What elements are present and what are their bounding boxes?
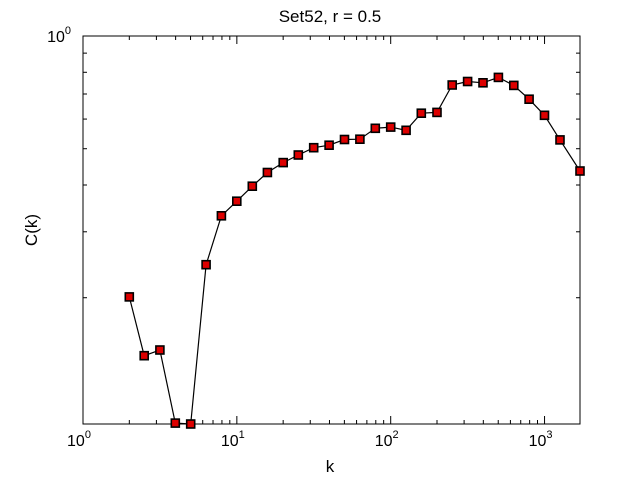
data-point bbox=[555, 135, 565, 145]
y-minor-ticks bbox=[83, 52, 580, 299]
data-point bbox=[508, 80, 519, 91]
data-point bbox=[478, 78, 488, 88]
chart-title: Set52, r = 0.5 bbox=[279, 7, 382, 26]
data-point bbox=[247, 181, 258, 191]
data-point bbox=[416, 108, 427, 118]
data-point bbox=[462, 76, 473, 87]
data-point bbox=[432, 107, 442, 118]
series-markers bbox=[124, 72, 585, 429]
data-point bbox=[155, 345, 165, 355]
y-tick-labels: 100 bbox=[47, 25, 71, 46]
y-axis-label: C(k) bbox=[22, 214, 41, 246]
plot-area bbox=[82, 35, 581, 425]
data-point bbox=[293, 150, 304, 160]
x-major-ticks bbox=[82, 36, 546, 424]
x-tick-label: 102 bbox=[375, 429, 399, 450]
data-point bbox=[308, 142, 319, 153]
x-tick-label: 103 bbox=[529, 429, 553, 450]
data-point bbox=[370, 123, 381, 134]
data-point bbox=[575, 166, 585, 176]
data-point bbox=[201, 259, 211, 270]
data-point bbox=[278, 157, 289, 168]
data-point bbox=[339, 134, 350, 145]
x-axis-label: k bbox=[326, 457, 335, 476]
data-point bbox=[539, 110, 550, 121]
data-point bbox=[216, 211, 227, 221]
data-point bbox=[124, 292, 135, 302]
data-point bbox=[232, 196, 242, 206]
data-point bbox=[170, 418, 181, 428]
x-minor-ticks bbox=[128, 36, 539, 424]
data-point bbox=[355, 134, 365, 144]
data-point bbox=[524, 94, 534, 104]
data-point bbox=[139, 350, 149, 361]
data-point bbox=[185, 419, 196, 429]
y-tick-label: 100 bbox=[47, 25, 71, 46]
x-tick-labels: 100 101 102 103 bbox=[67, 429, 552, 450]
data-point bbox=[401, 125, 411, 136]
x-tick-label: 101 bbox=[221, 429, 245, 450]
data-point bbox=[262, 167, 273, 178]
data-point bbox=[385, 122, 396, 132]
x-tick-label: 100 bbox=[67, 429, 91, 450]
data-point bbox=[447, 80, 458, 90]
data-point bbox=[493, 72, 504, 83]
data-point bbox=[324, 140, 334, 150]
